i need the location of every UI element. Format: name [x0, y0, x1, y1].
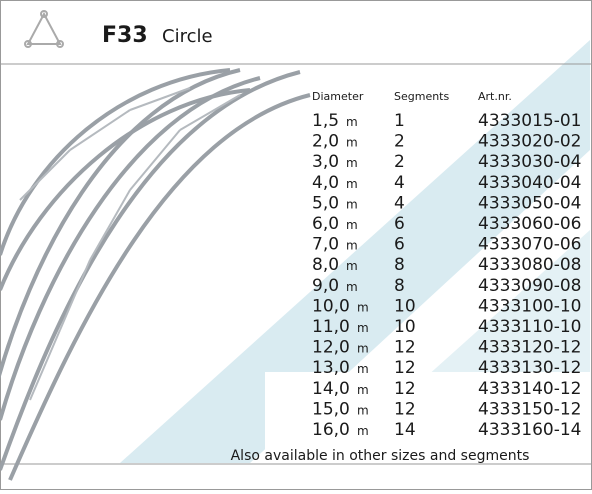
segments: 14 — [394, 420, 416, 440]
segments: 2 — [394, 132, 405, 152]
article-number: 4333140-12 — [478, 379, 581, 399]
column-header: Art.nr. — [478, 90, 512, 103]
diameter: 3,0 — [312, 152, 339, 172]
diameter: 13,0 — [312, 358, 350, 378]
article-number: 4333090-08 — [478, 276, 581, 296]
diameter: 16,0 — [312, 420, 350, 440]
product-code: F33 — [102, 23, 148, 48]
unit: m — [346, 259, 358, 273]
article-number: 4333120-12 — [478, 338, 581, 358]
unit: m — [357, 300, 369, 314]
column-header: Segments — [394, 90, 450, 103]
column-header: Diameter — [312, 90, 364, 103]
article-number: 4333110-10 — [478, 317, 581, 337]
segments: 1 — [394, 111, 405, 131]
segments: 10 — [394, 317, 416, 337]
diameter: 11,0 — [312, 317, 350, 337]
unit: m — [346, 156, 358, 170]
article-number: 4333020-02 — [478, 132, 581, 152]
article-number: 4333160-14 — [478, 420, 581, 440]
segments: 12 — [394, 399, 416, 419]
unit: m — [346, 218, 358, 232]
article-number: 4333070-06 — [478, 235, 581, 255]
diameter: 9,0 — [312, 276, 339, 296]
unit: m — [346, 197, 358, 211]
segments: 8 — [394, 276, 405, 296]
diameter: 15,0 — [312, 399, 350, 419]
segments: 12 — [394, 338, 416, 358]
article-number: 4333050-04 — [478, 193, 581, 213]
diameter: 12,0 — [312, 338, 350, 358]
diameter: 14,0 — [312, 379, 350, 399]
unit: m — [357, 403, 369, 417]
product-title: Circle — [162, 26, 213, 47]
article-number: 4333015-01 — [478, 111, 581, 131]
article-number: 4333150-12 — [478, 399, 581, 419]
diameter: 2,0 — [312, 132, 339, 152]
diameter: 8,0 — [312, 255, 339, 275]
segments: 4 — [394, 173, 405, 193]
segments: 6 — [394, 214, 405, 234]
segments: 6 — [394, 235, 405, 255]
unit: m — [357, 342, 369, 356]
diameter: 10,0 — [312, 296, 350, 316]
segments: 12 — [394, 379, 416, 399]
unit: m — [346, 177, 358, 191]
footer-note: Also available in other sizes and segmen… — [231, 448, 530, 464]
segments: 10 — [394, 296, 416, 316]
article-number: 4333080-08 — [478, 255, 581, 275]
segments: 8 — [394, 255, 405, 275]
unit: m — [346, 239, 358, 253]
unit: m — [346, 136, 358, 150]
unit: m — [357, 362, 369, 376]
diameter: 1,5 — [312, 111, 339, 131]
unit: m — [346, 115, 358, 129]
article-number: 4333060-06 — [478, 214, 581, 234]
diameter: 5,0 — [312, 193, 339, 213]
segments: 2 — [394, 152, 405, 172]
diameter: 6,0 — [312, 214, 339, 234]
diameter: 7,0 — [312, 235, 339, 255]
article-number: 4333130-12 — [478, 358, 581, 378]
segments: 4 — [394, 193, 405, 213]
unit: m — [357, 321, 369, 335]
diameter: 4,0 — [312, 173, 339, 193]
article-number: 4333030-04 — [478, 152, 581, 172]
article-number: 4333040-04 — [478, 173, 581, 193]
unit: m — [357, 383, 369, 397]
catalog-page: F33 Circle DiameterSegmentsArt.nr.1,5m14… — [0, 0, 592, 490]
unit: m — [357, 424, 369, 438]
unit: m — [346, 280, 358, 294]
segments: 12 — [394, 358, 416, 378]
article-number: 4333100-10 — [478, 296, 581, 316]
